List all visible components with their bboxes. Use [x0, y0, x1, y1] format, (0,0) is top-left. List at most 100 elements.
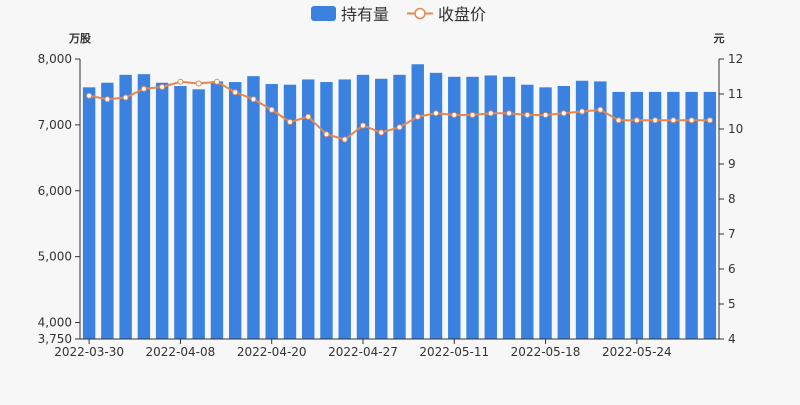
close-price-point	[159, 84, 166, 90]
close-price-point	[633, 117, 640, 124]
close-price-point	[451, 112, 458, 118]
close-price-point	[670, 117, 677, 124]
close-price-point	[213, 78, 220, 85]
left-y-axis: 3,750 4,000 5,000 6,000 7,000 8,000	[38, 52, 81, 346]
close-price-point	[396, 124, 403, 131]
close-price-point	[542, 112, 549, 118]
holding-bar	[283, 84, 297, 339]
close-price-point	[414, 113, 421, 120]
holding-bar	[575, 80, 589, 339]
right-axis-tick-label: 4	[728, 332, 736, 346]
holding-bar	[338, 79, 351, 340]
right-axis-tick-label: 7	[728, 227, 736, 241]
left-axis-unit-label: 万股	[68, 32, 92, 45]
close-price-point	[597, 106, 604, 113]
close-price-point	[706, 117, 713, 124]
right-axis-tick-label: 6	[728, 262, 736, 276]
holding-bar	[502, 76, 516, 339]
close-price-point	[359, 122, 366, 129]
close-price-point	[250, 96, 257, 103]
holding-bar	[302, 79, 315, 340]
close-price-line-series	[86, 78, 713, 143]
right-axis-tick-label: 8	[728, 192, 736, 206]
holding-bar	[265, 84, 278, 339]
close-price-point	[524, 112, 531, 118]
left-axis-tick-label: 6,000	[38, 184, 72, 198]
holding-bar	[612, 91, 625, 339]
close-price-point	[579, 108, 586, 115]
holding-bar	[375, 78, 388, 339]
close-price-point	[286, 119, 293, 125]
close-price-point	[323, 131, 330, 138]
legend-label-holding[interactable]: 持有量	[341, 5, 389, 24]
close-price-point	[378, 129, 385, 136]
holding-bar	[101, 82, 114, 339]
right-y-axis: 4 5 6 7 8 9 10 11 12	[718, 52, 743, 346]
holding-bar	[667, 91, 680, 339]
close-price-point	[688, 117, 695, 124]
left-axis-tick-label: 8,000	[38, 52, 72, 66]
x-axis-tick-label: 2022-03-30	[54, 345, 124, 359]
close-price-point	[268, 106, 275, 113]
holding-bar	[228, 82, 242, 339]
holding-bar	[137, 74, 151, 339]
close-price-point	[305, 113, 312, 120]
x-axis-tick-label: 2022-05-11	[419, 345, 489, 359]
holding-bar	[411, 64, 424, 339]
holding-bar	[484, 75, 497, 340]
close-price-point	[177, 78, 184, 85]
close-price-point	[506, 110, 513, 117]
close-price-point	[341, 136, 348, 143]
holding-bar	[648, 91, 662, 339]
holding-bar	[192, 89, 205, 340]
holding-bar	[594, 81, 607, 340]
close-price-point	[433, 110, 440, 117]
right-axis-tick-label: 11	[728, 87, 743, 101]
close-price-point	[487, 110, 494, 117]
holding-bar	[557, 86, 571, 339]
x-axis: 2022-03-30 2022-04-08 2022-04-20 2022-04-27…	[54, 338, 719, 359]
right-axis-tick-label: 5	[728, 297, 736, 311]
holding-bar	[539, 87, 552, 340]
x-axis-tick-label: 2022-04-27	[328, 345, 398, 359]
close-price-point	[232, 89, 239, 96]
legend[interactable]: 持有量 收盘价	[311, 5, 486, 24]
legend-label-close-price[interactable]: 收盘价	[438, 5, 486, 24]
holding-bar	[320, 82, 333, 339]
right-axis-tick-label: 9	[728, 157, 736, 171]
left-axis-tick-label: 7,000	[38, 118, 72, 132]
holding-bar	[448, 76, 461, 339]
close-price-point	[140, 85, 147, 92]
holding-bar	[155, 82, 169, 339]
close-price-point	[195, 80, 202, 87]
close-price-point	[104, 96, 111, 103]
holding-bar	[247, 76, 260, 340]
close-price-point	[652, 117, 659, 124]
left-axis-tick-label: 5,000	[38, 250, 72, 264]
holding-bar	[685, 91, 698, 339]
holding-bars	[82, 64, 717, 340]
holding-bar	[703, 91, 717, 339]
right-axis-tick-label: 12	[728, 52, 743, 66]
close-price-point	[469, 112, 476, 118]
legend-swatch-marker[interactable]	[414, 7, 426, 20]
x-axis-tick-label: 2022-05-18	[511, 345, 581, 359]
close-price-point	[86, 92, 93, 99]
x-axis-tick-label: 2022-05-24	[602, 345, 672, 359]
right-axis-tick-label: 10	[728, 122, 743, 136]
left-axis-tick-label: 3,750	[38, 332, 72, 346]
close-price-point	[560, 110, 567, 117]
x-axis-tick-label: 2022-04-08	[146, 345, 216, 359]
holding-bar	[630, 91, 644, 339]
holding-bar	[210, 81, 224, 340]
legend-swatch-bar[interactable]	[311, 6, 336, 21]
holding-bar	[521, 84, 534, 339]
holding-bar	[356, 74, 370, 339]
right-axis-unit-label: 元	[714, 32, 725, 45]
close-price-point	[122, 94, 129, 101]
holding-bar	[82, 87, 96, 340]
x-axis-tick-label: 2022-04-20	[237, 345, 307, 359]
left-axis-tick-label: 4,000	[38, 316, 72, 330]
holding-bar	[174, 86, 187, 339]
